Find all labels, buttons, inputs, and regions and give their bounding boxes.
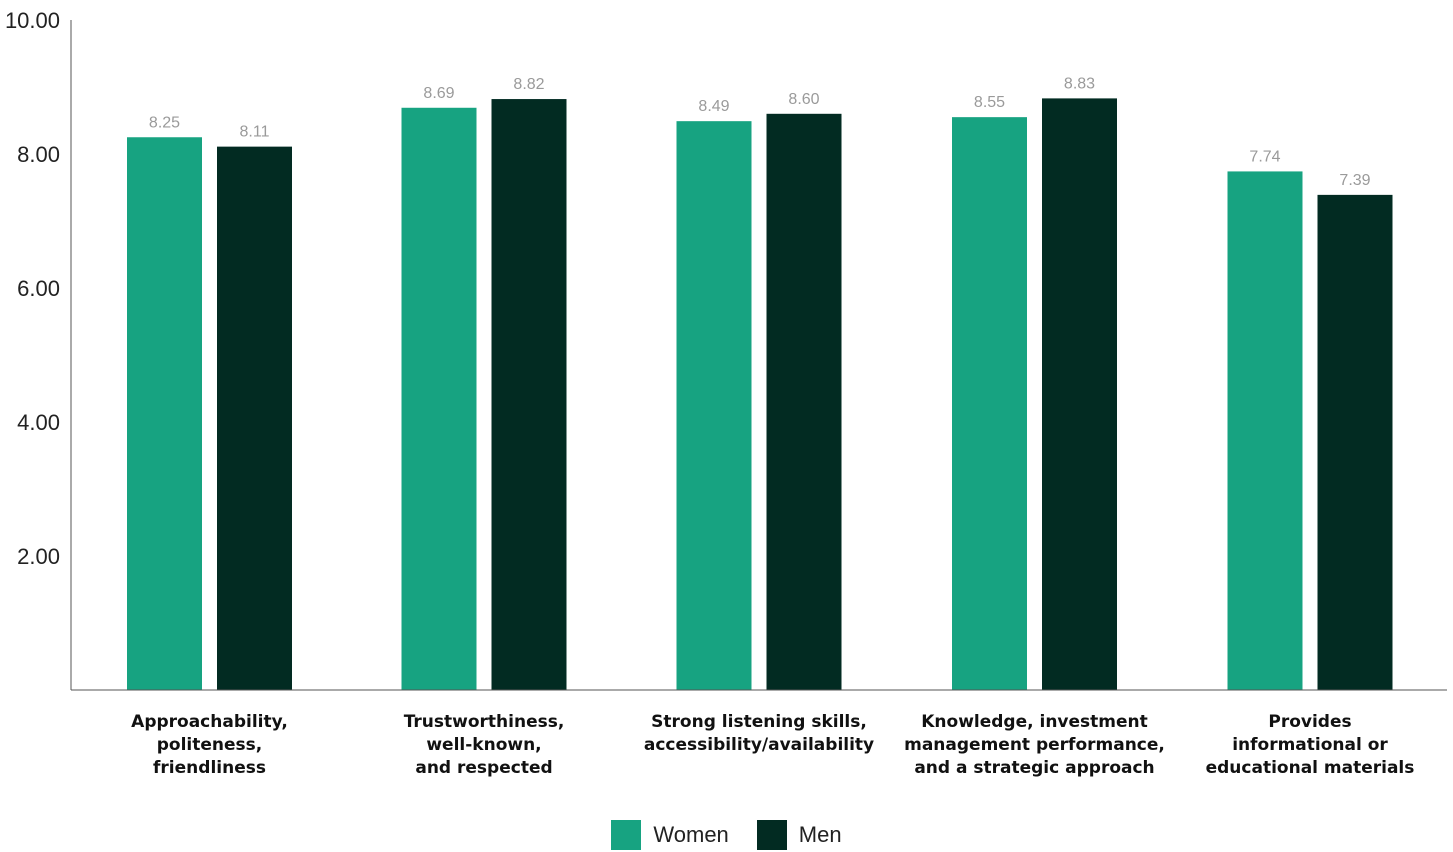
x-category-label: Strong listening skills, accessibility/av… xyxy=(644,712,874,755)
legend-item-men: Men xyxy=(756,820,842,850)
x-category-label: Knowledge, investment management performa… xyxy=(904,712,1165,778)
bar-women xyxy=(676,121,752,691)
data-label-men: 7.39 xyxy=(1339,172,1370,189)
y-axis: 2.00 4.00 6.00 8.00 10.00 xyxy=(5,8,72,690)
bar-men xyxy=(766,113,842,691)
bar-women xyxy=(401,107,477,690)
bar-women xyxy=(952,117,1027,690)
bar-women xyxy=(127,137,202,690)
x-category-label: Approachability, politeness, friendliness xyxy=(131,712,288,778)
legend-swatch-men xyxy=(756,820,787,850)
bars xyxy=(127,98,1393,691)
legend-label-women: Women xyxy=(653,822,729,847)
x-axis: Approachability, politeness, friendliness T… xyxy=(71,689,1447,778)
legend-swatch-women xyxy=(611,820,642,850)
bar-men xyxy=(491,99,567,690)
y-tick-label: 6.00 xyxy=(17,276,60,301)
bar-men xyxy=(217,146,292,690)
legend-item-women: Women xyxy=(611,820,729,850)
data-label-women: 8.49 xyxy=(698,98,729,115)
y-tick-label: 2.00 xyxy=(17,544,60,569)
data-label-men: 8.82 xyxy=(513,76,544,93)
data-label-women: 7.74 xyxy=(1249,148,1280,165)
data-label-men: 8.83 xyxy=(1064,75,1095,92)
data-labels: 8.25 8.11 8.69 8.82 8.49 8.60 8.55 8.83 7.74 7.39 xyxy=(149,75,1371,188)
y-tick-label: 4.00 xyxy=(17,410,60,435)
x-category-label: Provides informational or educational mate… xyxy=(1206,712,1415,778)
x-category-label: Trustworthiness, well-known, and respected xyxy=(404,712,565,778)
legend-label-men: Men xyxy=(798,822,842,847)
data-label-women: 8.55 xyxy=(974,94,1005,111)
bar-women xyxy=(1227,171,1303,691)
data-label-women: 8.25 xyxy=(149,114,180,131)
bar-men xyxy=(1042,98,1117,690)
y-tick-label: 10.00 xyxy=(5,8,60,33)
y-tick-label: 8.00 xyxy=(17,142,60,167)
data-label-women: 8.69 xyxy=(423,85,454,102)
data-label-men: 8.60 xyxy=(788,91,819,108)
legend: Women Men xyxy=(0,818,1453,852)
data-label-men: 8.11 xyxy=(240,124,270,141)
bar-men xyxy=(1317,194,1393,690)
